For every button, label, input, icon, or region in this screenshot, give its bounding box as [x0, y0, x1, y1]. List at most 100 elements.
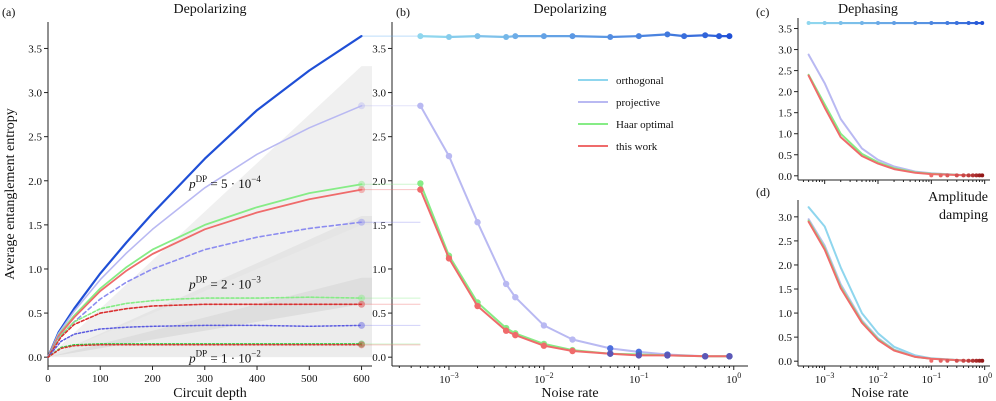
x-tick-label: 10−1 [922, 371, 942, 386]
end-marker [358, 340, 366, 348]
orthogonal-point [876, 21, 880, 26]
panel-b: 0.0 0.5 1.0 1.5 2.0 2.5 3.0 3.5 10−3 10−2 10−1 100 (… [361, 2, 748, 401]
tail-point [954, 173, 959, 178]
tail-point [970, 358, 975, 363]
y-axis-label: Average entanglement entropy [3, 108, 18, 280]
tail-point [938, 358, 943, 363]
orthogonal-point [635, 33, 642, 40]
legend-label: this work [616, 141, 658, 153]
tail-point [954, 358, 959, 363]
data-point [540, 322, 548, 329]
data-point [569, 336, 576, 343]
orthogonal-point [512, 33, 519, 40]
orthogonal-point [503, 33, 510, 40]
tail-point [945, 173, 950, 178]
x-tick-label: 10−3 [815, 371, 835, 386]
x-tick-label: 600 [353, 373, 370, 385]
y-tick-label: 2.5 [28, 132, 42, 144]
tail-point [961, 358, 966, 363]
tail-point [966, 358, 971, 363]
orthogonal-point [822, 21, 827, 26]
y-tick-label: 0.5 [372, 308, 386, 320]
y-tick-label: 0.0 [372, 352, 386, 364]
orthogonal-segment [683, 34, 707, 38]
y-tick-label: 1.0 [778, 129, 792, 141]
orthogonal-point [607, 33, 614, 40]
orthogonal-point [892, 21, 897, 26]
orthogonal-segment [571, 35, 612, 39]
legend-label: orthogonal [616, 75, 664, 87]
noise-annotation: pDP = 5 · 10−4 [188, 174, 261, 191]
orthogonal-point [664, 31, 671, 38]
series-line-Haar-optimal [419, 182, 731, 358]
y-tick-label: 1.0 [372, 264, 386, 276]
panel-label: (a) [2, 5, 15, 19]
y-tick-label: 2.0 [778, 87, 792, 99]
data-point [607, 345, 614, 352]
series-line-4 [47, 221, 363, 359]
end-marker [358, 294, 366, 302]
orthogonal-point [966, 21, 971, 26]
data-point [417, 180, 424, 187]
orthogonal-segment [447, 35, 479, 39]
orthogonal-point [417, 33, 424, 40]
series-line-this-work [419, 188, 731, 358]
data-point [540, 342, 548, 349]
data-point [512, 331, 519, 339]
data-point [445, 255, 453, 262]
orthogonal-point [980, 21, 985, 26]
tail-point [938, 173, 943, 178]
x-tick-label: 500 [301, 373, 318, 385]
orthogonal-point [540, 33, 547, 40]
y-tick-label: 2.0 [372, 176, 386, 188]
tail-point [966, 173, 971, 178]
orthogonal-segment [637, 33, 669, 38]
data-point [417, 102, 424, 109]
y-tick-label: 3.5 [28, 43, 42, 55]
x-axis-label: Circuit depth [173, 386, 247, 401]
y-tick-label: 3.0 [372, 88, 386, 100]
data-point [569, 347, 576, 355]
noise-annotation: pDP = 1 · 10−2 [188, 348, 261, 365]
tail-point [980, 173, 985, 178]
tail-point [945, 358, 950, 363]
tail-point [929, 173, 934, 178]
y-tick-label: 1.0 [778, 308, 792, 320]
orthogonal-point [445, 33, 452, 40]
orthogonal-point [681, 33, 688, 40]
x-tick-label: 100 [92, 373, 109, 385]
series-line-8 [47, 343, 363, 358]
y-tick-label: 3.0 [778, 212, 792, 224]
series-line-0 [46, 34, 363, 359]
legend-label: projective [616, 97, 660, 109]
x-axis-label: Noise rate [541, 386, 598, 401]
tail-point [970, 173, 975, 178]
orthogonal-point [859, 21, 864, 26]
x-tick-label: 10−3 [439, 371, 459, 386]
y-tick-label: 2.5 [778, 66, 792, 78]
orthogonal-segment [476, 35, 508, 39]
orthogonal-point [474, 33, 481, 40]
tail-point [974, 173, 979, 178]
legend-label: Haar optimal [616, 119, 674, 131]
end-marker [358, 321, 366, 329]
y-tick-label: 0.0 [28, 352, 42, 364]
data-point [512, 294, 519, 301]
x-axis-label: Noise rate [851, 386, 908, 401]
end-marker [358, 186, 366, 194]
orthogonal-point [974, 21, 979, 26]
panel-title-line: damping [939, 208, 988, 223]
end-marker [358, 300, 366, 308]
orthogonal-point [716, 33, 723, 40]
x-tick-label: 100 [726, 371, 741, 386]
series-line-this-work [807, 74, 984, 177]
series-line-6 [47, 303, 363, 359]
data-point [635, 352, 643, 359]
y-tick-label: 0.5 [778, 332, 792, 344]
data-point [726, 353, 733, 360]
panel-a: 0.0 0.5 1.0 1.5 2.0 2.5 3.0 3.5 0 100 200 300 400 500… [2, 2, 372, 401]
data-point [417, 186, 424, 193]
shaded-band [48, 66, 372, 358]
orthogonal-point [945, 21, 950, 26]
